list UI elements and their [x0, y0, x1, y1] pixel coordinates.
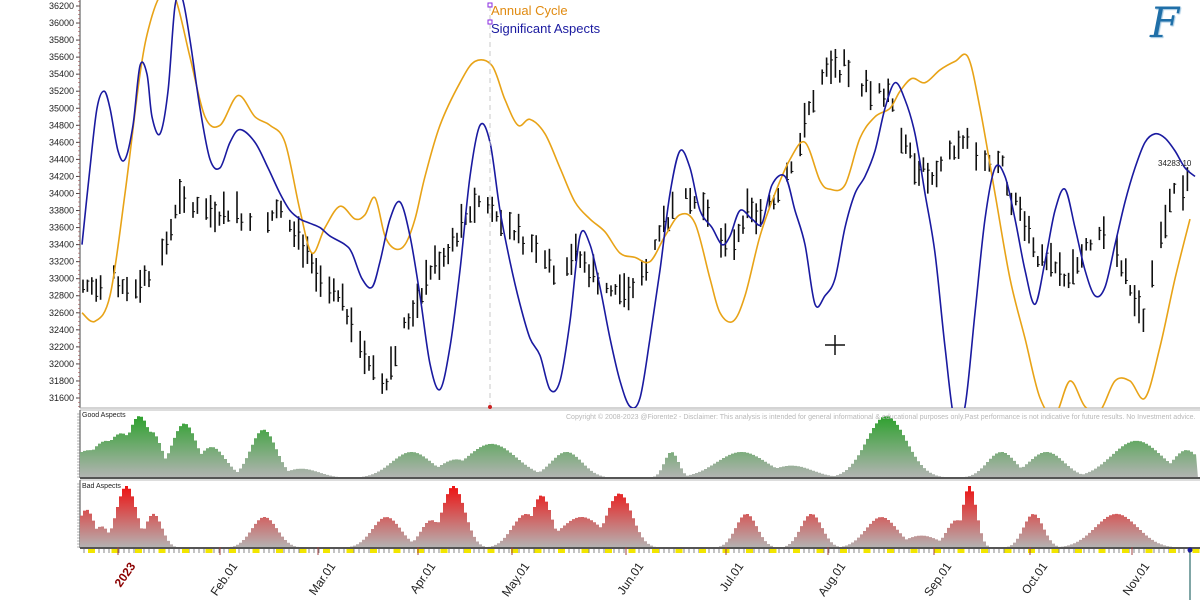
svg-text:32000: 32000	[49, 359, 74, 369]
svg-text:33800: 33800	[49, 206, 74, 216]
svg-text:33600: 33600	[49, 223, 74, 233]
last-price-label: 34283.10	[1158, 159, 1192, 168]
svg-text:34400: 34400	[49, 154, 74, 164]
cycle-lines	[81, 0, 1196, 408]
svg-text:35200: 35200	[49, 86, 74, 96]
svg-text:32400: 32400	[49, 325, 74, 335]
x-tick-label: Mar.01	[306, 559, 339, 597]
crosshair-icon	[825, 335, 845, 355]
cursor-anchor-dot	[488, 405, 492, 409]
svg-text:31800: 31800	[49, 376, 74, 386]
svg-text:36000: 36000	[49, 18, 74, 28]
x-tick-label: May.01	[499, 559, 533, 599]
legend-annual-cycle[interactable]: Annual Cycle	[491, 3, 568, 18]
x-tick-label: Apr.01	[407, 559, 439, 596]
svg-text:34000: 34000	[49, 188, 74, 198]
good-aspects-label: Good Aspects	[82, 412, 126, 419]
fiorente-logo-icon: F	[1150, 0, 1180, 47]
cursor-handle-mid[interactable]	[487, 19, 493, 25]
x-axis: 2023 Feb.01 Mar.01 Apr.01 May.01 Jun.01 Jul.01…	[83, 547, 1200, 600]
svg-text:32200: 32200	[49, 342, 74, 352]
svg-text:35600: 35600	[49, 52, 74, 62]
svg-text:35800: 35800	[49, 35, 74, 45]
good-aspects-panel	[77, 409, 1200, 479]
price-bars	[82, 48, 1190, 394]
x-tick-label: Jul.01	[717, 559, 747, 594]
svg-text:34200: 34200	[49, 171, 74, 181]
x-tick-label: Aug.01	[815, 559, 848, 598]
annual-cycle-line	[81, 0, 1191, 408]
svg-text:33400: 33400	[49, 240, 74, 250]
y-axis: 31600 31800 32000 32200 32400 32600 32800 33000…	[49, 0, 1200, 409]
svg-text:32600: 32600	[49, 308, 74, 318]
x-tick-label: Nov.01	[1120, 559, 1153, 598]
significant-aspects-line	[81, 0, 1196, 408]
svg-text:34600: 34600	[49, 137, 74, 147]
svg-text:33200: 33200	[49, 257, 74, 267]
svg-text:36200: 36200	[49, 1, 74, 11]
x-tick-label: Jun.01	[614, 559, 646, 597]
x-tick-label: 2023	[112, 559, 139, 589]
svg-text:35400: 35400	[49, 69, 74, 79]
svg-text:31600: 31600	[49, 393, 74, 403]
cursor-handle-top[interactable]	[487, 2, 493, 8]
x-tick-label: Feb.01	[208, 559, 241, 598]
svg-text:34800: 34800	[49, 120, 74, 130]
svg-text:35000: 35000	[49, 103, 74, 113]
svg-text:33000: 33000	[49, 274, 74, 284]
bad-aspects-panel	[77, 479, 1200, 549]
x-tick-label: Sep.01	[921, 559, 954, 598]
svg-text:32800: 32800	[49, 291, 74, 301]
legend-significant-aspects[interactable]: Significant Aspects	[491, 21, 601, 36]
x-tick-label: Oct.01	[1019, 559, 1051, 596]
bad-aspects-label: Bad Aspects	[82, 483, 121, 490]
copyright-disclaimer: Copyright © 2008-2023 @Fiorente2 - Discl…	[566, 414, 1196, 421]
